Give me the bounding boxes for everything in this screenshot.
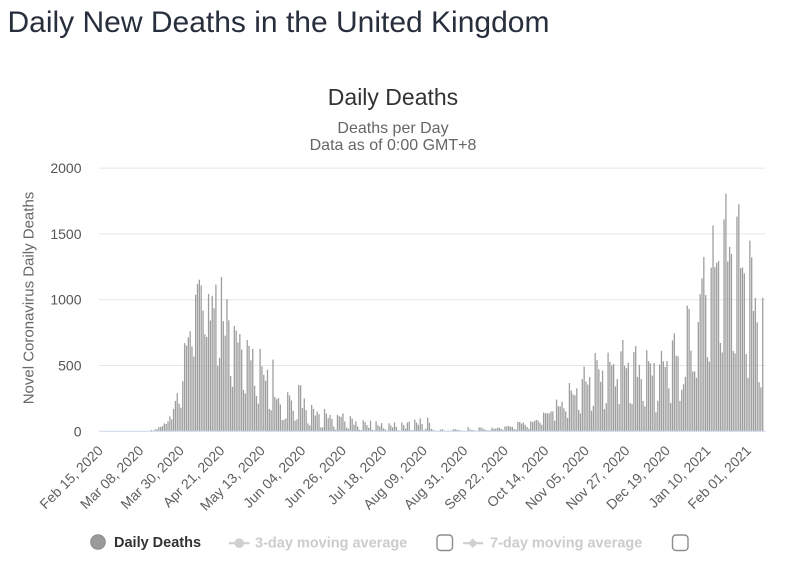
svg-text:7-day moving average: 7-day moving average <box>490 536 642 552</box>
svg-text:0: 0 <box>74 423 82 439</box>
svg-text:Daily New Deaths in the United: Daily New Deaths in the United Kingdom <box>8 6 550 39</box>
svg-text:2000: 2000 <box>50 160 81 176</box>
svg-text:500: 500 <box>58 358 82 374</box>
svg-text:1500: 1500 <box>50 226 81 242</box>
svg-text:Data as of 0:00 GMT+8: Data as of 0:00 GMT+8 <box>310 137 477 154</box>
svg-text:Novel Coronavirus Daily Deaths: Novel Coronavirus Daily Deaths <box>21 192 38 405</box>
svg-text:Daily Deaths: Daily Deaths <box>114 535 201 551</box>
svg-text:3-day moving average: 3-day moving average <box>255 536 407 552</box>
svg-text:1000: 1000 <box>50 292 81 308</box>
svg-text:Daily Deaths: Daily Deaths <box>328 84 458 110</box>
svg-text:Deaths per Day: Deaths per Day <box>337 120 448 137</box>
